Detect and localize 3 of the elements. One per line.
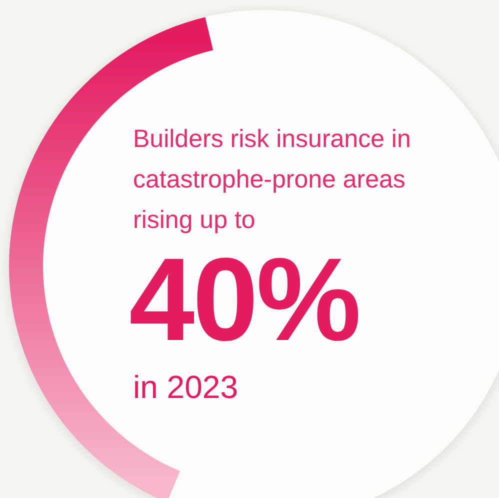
data-label: 40% bbox=[129, 234, 360, 366]
text: in 2023 bbox=[133, 369, 238, 405]
text: Builders risk insurance in catastrophe-prone areas rising up to bbox=[133, 125, 411, 234]
